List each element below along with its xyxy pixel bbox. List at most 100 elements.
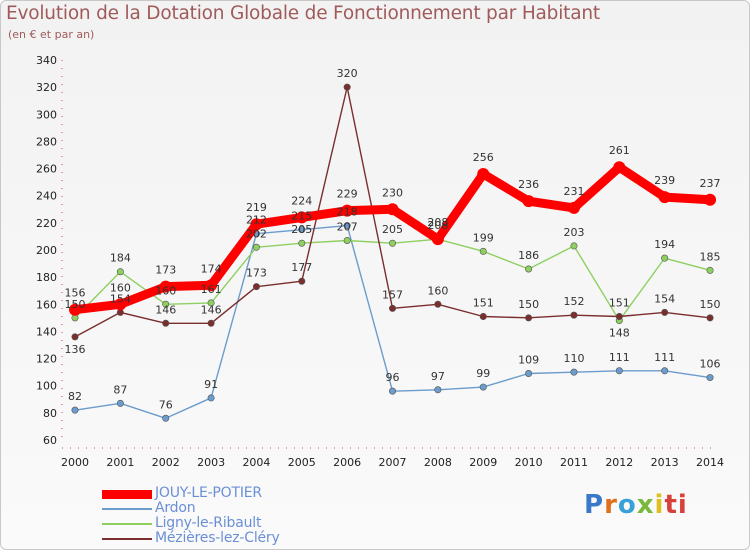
data-point — [658, 191, 671, 204]
legend-label: JOUY-LE-POTIER — [155, 485, 262, 501]
data-point — [706, 374, 714, 382]
legend-swatch — [102, 538, 152, 540]
data-point — [525, 265, 533, 273]
data-label: 146 — [201, 303, 222, 316]
data-point — [162, 319, 170, 327]
data-label: 146 — [155, 303, 176, 316]
chart-title: Evolution de la Dotation Globale de Fonc… — [6, 3, 600, 24]
data-label: 156 — [65, 287, 86, 300]
data-label: 151 — [473, 297, 494, 310]
data-point — [479, 247, 487, 255]
data-label: 154 — [110, 292, 131, 305]
data-point — [298, 277, 306, 285]
y-tick-label: 60 — [43, 434, 57, 447]
data-point — [298, 239, 306, 247]
data-label: 173 — [155, 264, 176, 277]
x-tick-label: 2009 — [469, 456, 497, 469]
data-point — [159, 280, 172, 293]
data-label: 161 — [201, 283, 222, 296]
x-tick-label: 2006 — [333, 456, 361, 469]
data-label: 208 — [427, 216, 448, 229]
data-label: 111 — [609, 351, 630, 364]
data-point — [525, 314, 533, 322]
data-label: 218 — [337, 206, 358, 219]
data-label: 109 — [518, 354, 539, 367]
data-label: 202 — [246, 227, 267, 240]
data-label: 215 — [291, 210, 312, 223]
data-point — [71, 406, 79, 414]
data-label: 173 — [246, 267, 267, 280]
data-point — [69, 303, 81, 316]
data-label: 160 — [110, 281, 131, 294]
data-point — [570, 311, 578, 319]
data-point — [252, 283, 260, 291]
data-point — [613, 161, 626, 174]
x-tick-label: 2000 — [61, 456, 89, 469]
data-label: 106 — [700, 358, 721, 371]
y-tick-label: 100 — [36, 380, 57, 393]
data-label: 160 — [427, 284, 448, 297]
data-label: 194 — [654, 238, 675, 251]
data-point — [706, 314, 714, 322]
data-point — [252, 243, 260, 251]
data-point — [114, 298, 127, 311]
data-label: 320 — [337, 67, 358, 80]
x-tick-label: 2011 — [560, 456, 588, 469]
data-label: 186 — [518, 249, 539, 262]
legend-swatch — [102, 523, 152, 525]
data-label: 154 — [654, 292, 675, 305]
legend-label: Ligny-le-Ribault — [155, 515, 262, 531]
y-tick-label: 260 — [36, 163, 57, 176]
data-point — [434, 386, 442, 394]
data-label: 111 — [654, 351, 675, 364]
data-label: 208 — [427, 219, 448, 232]
data-point — [207, 394, 215, 402]
data-label: 219 — [246, 201, 267, 214]
y-tick-label: 280 — [36, 135, 57, 148]
data-label: 157 — [382, 288, 403, 301]
logo-letter: i — [654, 490, 665, 520]
x-tick-label: 2012 — [605, 456, 633, 469]
data-point — [525, 369, 533, 377]
data-point — [661, 254, 669, 262]
x-tick-label: 2007 — [379, 456, 407, 469]
legend-swatch — [102, 508, 152, 510]
data-label: 203 — [563, 226, 584, 239]
data-label: 91 — [204, 378, 218, 391]
data-point — [567, 201, 580, 214]
chart-subtitle: (en € et par an) — [8, 28, 95, 41]
y-tick-label: 140 — [36, 325, 57, 338]
x-tick-label: 2002 — [152, 456, 180, 469]
data-label: 136 — [65, 343, 86, 356]
x-tick-label: 2010 — [515, 456, 543, 469]
data-point — [162, 300, 170, 308]
data-point — [343, 237, 351, 245]
data-label: 160 — [155, 284, 176, 297]
data-label: 99 — [476, 367, 490, 380]
data-point — [570, 368, 578, 376]
data-label: 237 — [700, 177, 721, 190]
y-tick-label: 160 — [36, 298, 57, 311]
y-tick-label: 320 — [36, 81, 57, 94]
data-label: 236 — [518, 178, 539, 191]
data-point — [341, 204, 354, 217]
logo-letter: r — [604, 490, 618, 520]
data-label: 207 — [337, 221, 358, 234]
legend-swatch — [102, 489, 152, 499]
legend-label: Mézières-lez-Cléry — [155, 530, 280, 546]
data-point — [207, 319, 215, 327]
data-point — [386, 203, 399, 216]
data-point — [343, 222, 351, 230]
data-label: 76 — [159, 398, 173, 411]
data-point — [477, 168, 490, 180]
data-label: 151 — [609, 297, 630, 310]
data-label: 150 — [65, 298, 86, 311]
data-label: 229 — [337, 188, 358, 201]
x-tick-label: 2008 — [424, 456, 452, 469]
data-label: 199 — [473, 231, 494, 244]
data-label: 177 — [291, 261, 312, 274]
data-label: 256 — [473, 151, 494, 164]
y-tick-label: 300 — [36, 108, 57, 121]
data-label: 185 — [700, 250, 721, 263]
